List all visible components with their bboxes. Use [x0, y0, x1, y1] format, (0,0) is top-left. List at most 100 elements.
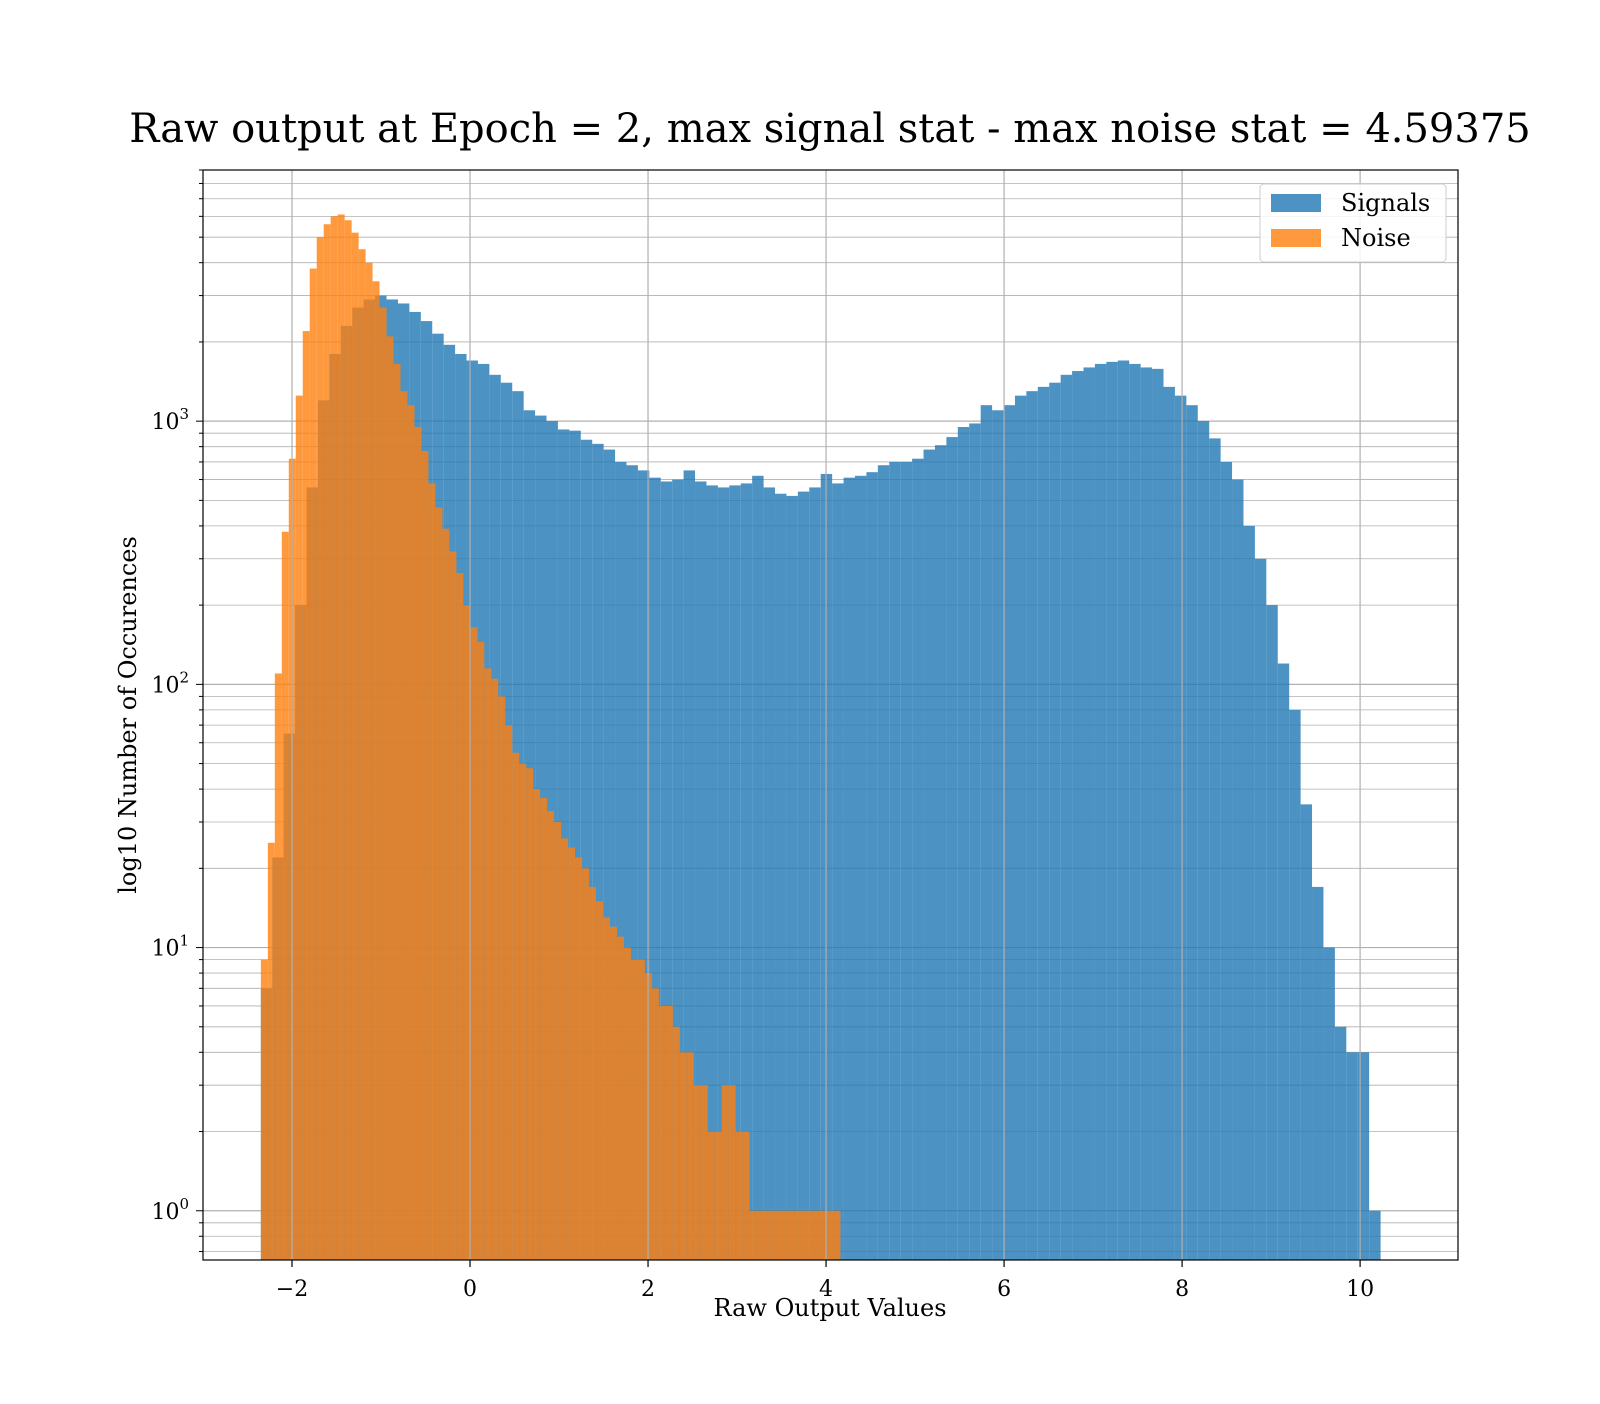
noise-bar: [393, 363, 401, 1260]
noise-bar: [568, 847, 576, 1260]
vertical-grid-layer: [291, 170, 1361, 1260]
x-axis-label: Raw Output Values: [713, 1294, 946, 1322]
noise-bar: [533, 789, 541, 1260]
noise-bar: [386, 336, 394, 1260]
x-tick-label: 4: [819, 1277, 833, 1302]
signals-bar: [1060, 374, 1073, 1260]
signals-bar: [1197, 421, 1210, 1261]
noise-bar: [665, 1005, 673, 1260]
signals-bar: [1003, 405, 1015, 1261]
noise-bar: [267, 842, 275, 1260]
noise-bar: [609, 926, 617, 1260]
x-tick-label: 2: [641, 1277, 655, 1302]
noise-bar: [435, 507, 443, 1260]
noise-bar: [777, 1210, 785, 1260]
signals-bar: [1220, 461, 1233, 1261]
noise-bar: [449, 551, 457, 1260]
y-tick-label: 101: [151, 932, 189, 962]
x-tick-label: 0: [463, 1277, 477, 1302]
y-tick-label: 102: [151, 668, 189, 698]
plot-frame: [202, 169, 1459, 1261]
noise-bar: [575, 857, 583, 1260]
signals-bar: [934, 445, 947, 1261]
signals-bar: [1129, 363, 1141, 1260]
x-tick-label: −2: [276, 1277, 308, 1302]
signals-bar: [660, 481, 673, 1260]
noise-bar: [358, 249, 366, 1260]
legend-swatch-noise: [1271, 229, 1321, 247]
signals-bar: [1312, 886, 1324, 1260]
signals-bar: [1072, 371, 1084, 1260]
noise-bar: [582, 868, 590, 1260]
y-axis-label: log10 Number of Occurences: [114, 536, 142, 894]
signals-bar: [615, 461, 627, 1261]
signals-bar: [626, 465, 638, 1261]
signals-bar: [957, 427, 970, 1261]
signals-bar: [717, 487, 730, 1260]
signals-bar: [1243, 525, 1255, 1260]
signals-bar: [1357, 1052, 1370, 1260]
noise-bar: [365, 262, 373, 1261]
x-tick-label: 6: [997, 1277, 1011, 1302]
y-tick-label: 103: [151, 405, 189, 435]
noise-bar: [686, 1052, 694, 1260]
signals-bar: [923, 449, 935, 1261]
signals-bar: [649, 477, 661, 1260]
noise-bar: [596, 901, 604, 1260]
noise-bar: [756, 1210, 764, 1260]
noise-bars: [260, 214, 841, 1261]
signals-bar: [1232, 479, 1244, 1260]
noise-bar: [260, 959, 268, 1260]
signals-bar: [1140, 367, 1153, 1261]
noise-bar: [547, 811, 555, 1260]
signals-bar: [1277, 663, 1290, 1260]
signals-bar: [672, 479, 684, 1260]
noise-bar: [491, 678, 499, 1260]
x-tick-label: 8: [1175, 1277, 1189, 1302]
noise-bar: [798, 1210, 806, 1260]
noise-bar: [442, 528, 450, 1260]
noise-bar: [400, 391, 408, 1260]
noise-bar: [281, 531, 289, 1260]
signals-bar: [1209, 438, 1221, 1260]
signals-bar: [569, 430, 581, 1260]
signals-bar: [1186, 405, 1198, 1261]
signals-bar: [843, 477, 855, 1260]
noise-bar: [379, 307, 387, 1260]
signals-bar: [866, 472, 878, 1260]
noise-bar: [309, 268, 317, 1261]
noise-bar: [770, 1210, 778, 1260]
signals-bar: [1323, 947, 1335, 1260]
signals-bar: [809, 487, 821, 1260]
signals-bar: [912, 458, 924, 1260]
signals-bar: [603, 449, 616, 1261]
noise-bar: [735, 1131, 743, 1260]
noise-bar: [463, 605, 471, 1260]
noise-bar: [421, 451, 429, 1260]
noise-bar: [477, 641, 485, 1260]
noise-bar: [295, 395, 303, 1260]
legend-label-signals: Signals: [1341, 189, 1430, 217]
chart-title: Raw output at Epoch = 2, max signal stat…: [129, 106, 1530, 152]
noise-bar: [428, 483, 436, 1261]
signals-bar: [729, 485, 741, 1260]
signals-bar: [1026, 391, 1038, 1260]
y-axis-ticks: 100 101 102 103: [151, 169, 203, 1253]
noise-bar: [616, 936, 624, 1260]
noise-bar: [700, 1085, 708, 1260]
signals-bar: [763, 487, 776, 1260]
noise-bar: [519, 763, 527, 1260]
noise-bar: [672, 1026, 680, 1260]
noise-bar: [658, 1005, 666, 1260]
noise-bar: [470, 627, 478, 1260]
signals-bar: [592, 443, 604, 1260]
signals-bar: [1094, 363, 1107, 1260]
noise-bar: [372, 281, 380, 1260]
noise-bar: [749, 1210, 757, 1260]
signals-bar: [637, 470, 650, 1260]
noise-bar: [414, 427, 422, 1261]
noise-bar: [679, 1052, 687, 1260]
signals-bar: [740, 483, 753, 1261]
